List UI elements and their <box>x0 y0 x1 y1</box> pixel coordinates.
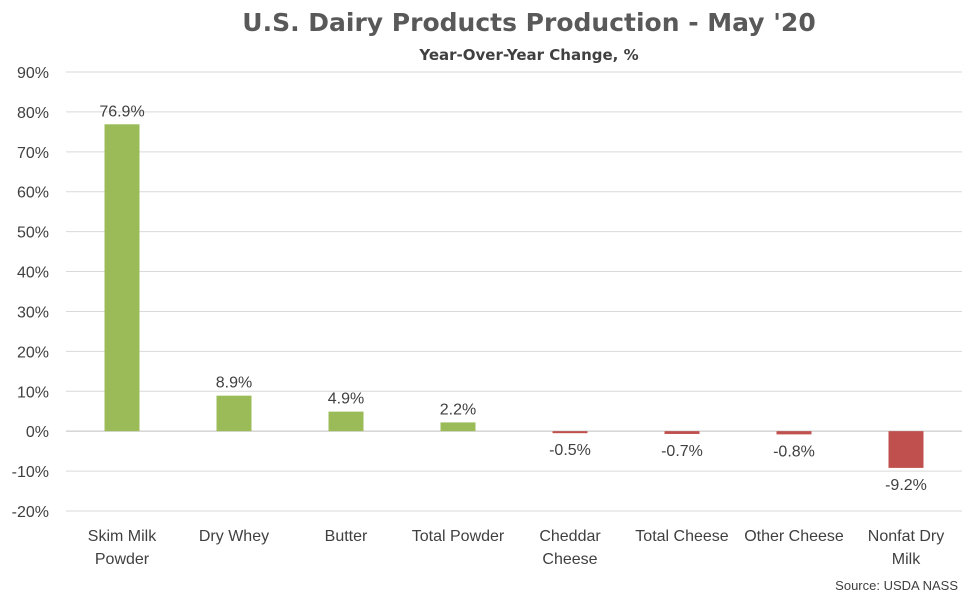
bar <box>552 431 588 434</box>
x-tick-label-line: Butter <box>325 528 368 545</box>
bar <box>440 422 476 432</box>
bar <box>776 431 812 435</box>
x-axis-categories: Skim Milk Powder Dry Whey Butter Total Powde… <box>88 528 944 568</box>
y-tick-label: -20% <box>12 504 49 521</box>
x-tick-label-line: Other Cheese <box>744 528 844 545</box>
y-tick-label: 30% <box>17 304 49 321</box>
x-tick-label: Cheddar Cheese <box>539 528 601 568</box>
x-tick-label-line: Nonfat Dry <box>868 528 944 545</box>
x-tick-label: Total Cheese <box>635 528 728 545</box>
data-label: 4.9% <box>328 391 364 408</box>
y-tick-label: 40% <box>17 265 49 282</box>
y-tick-label: 20% <box>17 344 49 361</box>
y-tick-label: 90% <box>17 65 49 82</box>
x-tick-label-line: Milk <box>892 551 921 568</box>
x-tick-label-line: Cheddar <box>539 528 601 545</box>
source-note: Source: USDA NASS <box>835 578 958 593</box>
data-label: 8.9% <box>216 375 252 392</box>
gridlines <box>66 71 962 512</box>
x-tick-label-line: Powder <box>95 551 150 568</box>
x-tick-label: Butter <box>325 528 368 545</box>
data-label: 2.2% <box>440 401 476 418</box>
y-axis-ticks: 90% 80% 70% 60% 50% 40% 30% 20% 10% 0% -10% -20% <box>12 65 49 521</box>
chart-title: U.S. Dairy Products Production - May '20 <box>242 8 815 37</box>
y-tick-label: 80% <box>17 105 49 122</box>
x-tick-label-line: Total Cheese <box>635 528 728 545</box>
chart-subtitle: Year-Over-Year Change, % <box>418 46 638 64</box>
data-label: -0.7% <box>661 443 703 460</box>
x-tick-label: Skim Milk Powder <box>88 528 157 568</box>
x-tick-label: Other Cheese <box>744 528 844 545</box>
x-tick-label: Dry Whey <box>199 528 269 545</box>
y-tick-label: 70% <box>17 145 49 162</box>
data-label: 76.9% <box>99 103 144 120</box>
x-tick-label-line: Skim Milk <box>88 528 157 545</box>
y-tick-label: 50% <box>17 225 49 242</box>
y-tick-label: 10% <box>17 384 49 401</box>
bar <box>664 431 700 434</box>
y-tick-label: -10% <box>12 464 49 481</box>
bar <box>328 411 364 432</box>
data-label: -9.2% <box>885 477 927 494</box>
bar <box>216 395 252 432</box>
x-tick-label-line: Cheese <box>542 551 597 568</box>
x-tick-label-line: Total Powder <box>412 528 505 545</box>
x-tick-label: Nonfat Dry Milk <box>868 528 944 568</box>
data-labels: 76.9% 8.9% 4.9% 2.2% -0.5% -0.7% -0.8% -9.2% <box>99 103 927 494</box>
data-label: -0.8% <box>773 443 815 460</box>
bars <box>104 124 924 468</box>
y-tick-label: 60% <box>17 185 49 202</box>
bar <box>888 431 924 468</box>
x-tick-label: Total Powder <box>412 528 505 545</box>
y-tick-label: 0% <box>26 424 49 441</box>
data-label: -0.5% <box>549 442 591 459</box>
x-tick-label-line: Dry Whey <box>199 528 269 545</box>
bar <box>104 124 140 432</box>
